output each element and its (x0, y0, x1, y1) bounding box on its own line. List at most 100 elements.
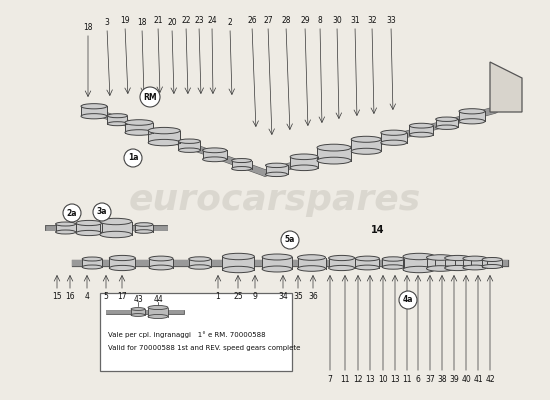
Bar (148, 130, 180, 143)
Text: 42: 42 (485, 375, 495, 384)
Text: 13: 13 (390, 375, 400, 384)
Bar (381, 133, 407, 143)
Text: 2: 2 (228, 18, 232, 27)
Ellipse shape (56, 222, 75, 226)
Text: 2a: 2a (67, 208, 77, 218)
Bar (290, 157, 318, 168)
Ellipse shape (298, 255, 326, 260)
Bar (178, 141, 200, 150)
Ellipse shape (482, 258, 502, 262)
Text: 1a: 1a (128, 154, 138, 162)
Bar (222, 256, 255, 270)
Ellipse shape (178, 148, 200, 152)
Text: 23: 23 (194, 16, 204, 25)
Ellipse shape (148, 128, 180, 134)
Text: 3: 3 (104, 18, 109, 27)
Text: 16: 16 (65, 292, 75, 301)
Ellipse shape (298, 266, 326, 271)
Text: 28: 28 (281, 16, 291, 25)
Text: 9: 9 (252, 292, 257, 301)
Text: 39: 39 (449, 375, 459, 384)
Bar (426, 258, 454, 268)
Ellipse shape (76, 230, 102, 236)
Ellipse shape (189, 257, 211, 261)
Ellipse shape (202, 157, 227, 162)
Bar (149, 258, 173, 268)
Bar (82, 259, 102, 267)
Text: 17: 17 (117, 292, 127, 301)
Ellipse shape (351, 148, 381, 154)
Ellipse shape (109, 266, 135, 271)
Ellipse shape (317, 144, 351, 151)
Text: 20: 20 (167, 18, 177, 27)
Ellipse shape (403, 253, 435, 260)
Ellipse shape (262, 254, 292, 260)
Ellipse shape (131, 308, 145, 310)
Ellipse shape (463, 265, 487, 270)
Ellipse shape (409, 132, 433, 137)
Ellipse shape (328, 266, 355, 271)
Ellipse shape (81, 104, 107, 109)
Ellipse shape (381, 130, 407, 135)
Ellipse shape (125, 130, 153, 135)
Ellipse shape (232, 166, 251, 170)
Text: 12: 12 (353, 375, 363, 384)
Text: 19: 19 (120, 16, 130, 25)
Ellipse shape (125, 120, 153, 125)
Text: 22: 22 (182, 16, 191, 25)
Text: 10: 10 (378, 375, 388, 384)
Bar (109, 258, 135, 268)
Text: 1: 1 (216, 292, 221, 301)
Ellipse shape (355, 256, 380, 261)
Text: 8: 8 (318, 16, 322, 25)
Ellipse shape (56, 230, 75, 234)
Ellipse shape (135, 230, 153, 233)
Ellipse shape (403, 266, 435, 273)
Ellipse shape (222, 266, 255, 273)
Ellipse shape (82, 257, 102, 261)
Bar (232, 160, 251, 168)
Ellipse shape (131, 314, 145, 316)
Bar (463, 258, 487, 268)
Text: 30: 30 (332, 16, 342, 25)
Text: Valid for 70000588 1st and REV. speed gears complete: Valid for 70000588 1st and REV. speed ge… (108, 345, 300, 351)
Bar (328, 258, 355, 268)
Ellipse shape (149, 256, 173, 261)
Text: 36: 36 (308, 292, 318, 301)
Ellipse shape (266, 172, 288, 176)
Circle shape (124, 149, 142, 167)
Text: 31: 31 (350, 16, 360, 25)
Bar (445, 258, 471, 268)
Bar (189, 259, 211, 267)
Bar (81, 106, 107, 116)
Ellipse shape (436, 125, 458, 130)
Ellipse shape (82, 265, 102, 269)
Text: 3a: 3a (97, 208, 107, 216)
Text: 11: 11 (340, 375, 350, 384)
Text: 33: 33 (386, 16, 396, 25)
Ellipse shape (382, 257, 404, 261)
Circle shape (281, 231, 299, 249)
Ellipse shape (202, 148, 227, 153)
Ellipse shape (328, 256, 355, 261)
Ellipse shape (107, 122, 128, 126)
Text: 29: 29 (300, 16, 310, 25)
Ellipse shape (149, 265, 173, 270)
Ellipse shape (189, 265, 211, 269)
Ellipse shape (107, 114, 128, 118)
Bar (135, 224, 153, 232)
Ellipse shape (381, 140, 407, 145)
Text: 44: 44 (153, 296, 163, 304)
Text: 40: 40 (461, 375, 471, 384)
Circle shape (63, 204, 81, 222)
FancyBboxPatch shape (100, 293, 292, 371)
Bar (317, 148, 351, 160)
Text: 5a: 5a (285, 236, 295, 244)
Text: 32: 32 (367, 16, 377, 25)
Bar (131, 309, 145, 315)
Text: 38: 38 (437, 375, 447, 384)
Text: Vale per cpl. ingranaggi   1° e RM. 70000588: Vale per cpl. ingranaggi 1° e RM. 700005… (108, 332, 266, 338)
Ellipse shape (355, 265, 380, 270)
Text: 34: 34 (278, 292, 288, 301)
Ellipse shape (262, 266, 292, 272)
